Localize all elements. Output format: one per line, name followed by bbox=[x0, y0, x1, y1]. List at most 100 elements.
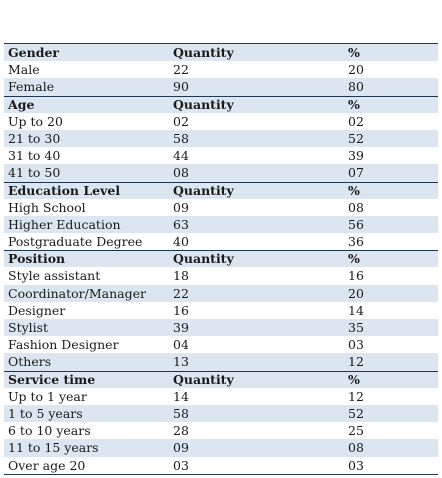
table-row: 6 to 10 years 28 25 bbox=[4, 422, 438, 439]
table-row: Up to 20 02 02 bbox=[4, 113, 438, 130]
row-quantity: 02 bbox=[173, 113, 189, 129]
row-percent: 14 bbox=[348, 302, 364, 318]
row-label: Stylist bbox=[8, 320, 49, 335]
percent-column-header: % bbox=[348, 182, 360, 198]
row-label: Female bbox=[8, 79, 55, 95]
row-label: 1 to 5 years bbox=[8, 405, 83, 421]
row-quantity: 63 bbox=[173, 216, 189, 232]
row-percent: 20 bbox=[348, 62, 364, 78]
quantity-column-header: Quantity bbox=[173, 371, 234, 387]
demographics-table: Gender Quantity% Male 22 20 Female 90 80 Age Quan… bbox=[4, 43, 438, 475]
percent-column-header: % bbox=[348, 251, 360, 267]
row-label: Higher Education bbox=[8, 216, 121, 232]
row-quantity: 58 bbox=[173, 405, 189, 421]
table-row: Style assistant 18 16 bbox=[4, 267, 438, 284]
row-quantity: 08 bbox=[173, 165, 189, 181]
row-quantity: 90 bbox=[173, 79, 189, 95]
row-quantity: 16 bbox=[173, 302, 189, 318]
row-percent: 56 bbox=[348, 216, 364, 232]
section-title: Age bbox=[8, 96, 35, 112]
row-quantity: 09 bbox=[173, 199, 189, 215]
section-header-row: Gender Quantity% bbox=[4, 44, 438, 62]
row-label: 21 to 30 bbox=[8, 130, 61, 146]
row-quantity: 14 bbox=[173, 388, 189, 404]
row-percent: 52 bbox=[348, 405, 364, 421]
row-percent: 07 bbox=[348, 165, 364, 181]
row-label: 41 to 50 bbox=[8, 165, 61, 181]
quantity-column-header: Quantity bbox=[173, 182, 234, 198]
table-row: 41 to 50 08 07 bbox=[4, 164, 438, 182]
row-percent: 12 bbox=[348, 354, 364, 370]
table-row: Fashion Designer 04 03 bbox=[4, 336, 438, 353]
table-row: Up to 1 year 14 12 bbox=[4, 388, 438, 405]
section-header-row: Education Level Quantity% bbox=[4, 181, 438, 199]
row-label: 11 to 15 years bbox=[8, 440, 99, 456]
table-row: Stylist 39 35 bbox=[4, 319, 438, 337]
table-row: High School 09 08 bbox=[4, 199, 438, 216]
table-row: Postgraduate Degree 40 36 bbox=[4, 233, 438, 250]
percent-column-header: % bbox=[348, 371, 360, 387]
row-label: Others bbox=[8, 354, 52, 370]
row-label: Designer bbox=[8, 302, 66, 318]
row-percent: 39 bbox=[348, 148, 364, 164]
row-quantity: 04 bbox=[173, 337, 189, 353]
table-row: Designer 16 14 bbox=[4, 302, 438, 319]
table-row: 31 to 40 44 39 bbox=[4, 147, 438, 164]
row-percent: 25 bbox=[348, 423, 364, 439]
row-percent: 08 bbox=[348, 440, 364, 456]
quantity-column-header: Quantity bbox=[173, 45, 234, 60]
row-label: High School bbox=[8, 199, 86, 215]
row-quantity: 39 bbox=[173, 320, 189, 335]
quantity-column-header: Quantity bbox=[173, 251, 234, 267]
row-percent: 12 bbox=[348, 388, 364, 404]
section-title: Education Level bbox=[8, 182, 121, 198]
row-percent: 80 bbox=[348, 79, 364, 95]
row-quantity: 09 bbox=[173, 440, 189, 456]
row-quantity: 28 bbox=[173, 423, 189, 439]
section-header-row: Position Quantity% bbox=[4, 250, 438, 268]
table-row: Others 13 12 bbox=[4, 353, 438, 371]
row-quantity: 58 bbox=[173, 130, 189, 146]
row-quantity: 18 bbox=[173, 268, 189, 284]
row-percent: 02 bbox=[348, 113, 364, 129]
table-row: Higher Education 63 56 bbox=[4, 215, 438, 234]
row-label: Over age 20 bbox=[8, 457, 86, 473]
row-percent: 20 bbox=[348, 285, 364, 301]
row-quantity: 44 bbox=[173, 148, 189, 164]
percent-column-header: % bbox=[348, 96, 360, 112]
row-quantity: 40 bbox=[173, 234, 189, 250]
row-percent: 03 bbox=[348, 457, 364, 473]
table-row: Coordinator/Manager 22 20 bbox=[4, 284, 438, 302]
row-label: Coordinator/Manager bbox=[8, 285, 146, 301]
section-title: Position bbox=[8, 251, 66, 267]
table-row: 21 to 30 58 52 bbox=[4, 129, 438, 148]
section-title: Gender bbox=[8, 45, 59, 60]
row-percent: 35 bbox=[348, 320, 364, 335]
table-row: 1 to 5 years 58 52 bbox=[4, 404, 438, 423]
row-quantity: 13 bbox=[173, 354, 189, 370]
table-row: Over age 20 03 03 bbox=[4, 457, 438, 474]
table-row: 11 to 15 years 09 08 bbox=[4, 439, 438, 457]
section-header-row: Age Quantity% bbox=[4, 95, 438, 113]
row-quantity: 03 bbox=[173, 457, 189, 473]
section-title: Service time bbox=[8, 371, 96, 387]
row-label: 6 to 10 years bbox=[8, 423, 91, 439]
row-label: Fashion Designer bbox=[8, 337, 119, 353]
row-percent: 16 bbox=[348, 268, 364, 284]
row-label: Postgraduate Degree bbox=[8, 234, 143, 250]
row-percent: 52 bbox=[348, 130, 364, 146]
row-quantity: 22 bbox=[173, 62, 189, 78]
section-header-row: Service time Quantity% bbox=[4, 370, 438, 388]
percent-column-header: % bbox=[348, 45, 360, 60]
row-percent: 36 bbox=[348, 234, 364, 250]
table-row: Female 90 80 bbox=[4, 78, 438, 96]
table-row: Male 22 20 bbox=[4, 61, 438, 78]
quantity-column-header: Quantity bbox=[173, 96, 234, 112]
row-quantity: 22 bbox=[173, 285, 189, 301]
row-label: Style assistant bbox=[8, 268, 101, 284]
row-label: Up to 1 year bbox=[8, 388, 87, 404]
row-label: Male bbox=[8, 62, 40, 78]
row-label: 31 to 40 bbox=[8, 148, 61, 164]
row-label: Up to 20 bbox=[8, 113, 63, 129]
row-percent: 08 bbox=[348, 199, 364, 215]
